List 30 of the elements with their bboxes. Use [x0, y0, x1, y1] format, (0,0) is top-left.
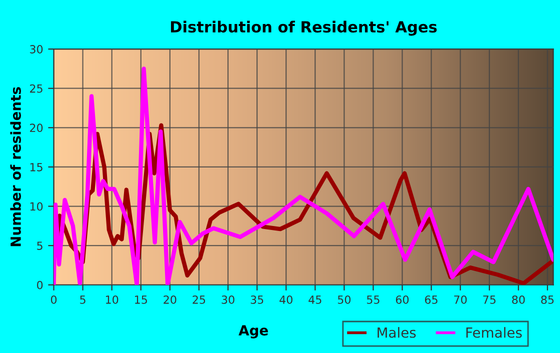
x-tick-label: 20 [164, 295, 176, 304]
x-tick-label: 50 [338, 295, 351, 304]
x-tick-label: 40 [280, 295, 292, 304]
x-tick-label: 30 [222, 295, 234, 304]
x-tick-label: 5 [80, 296, 86, 304]
x-tick-label: 25 [192, 295, 206, 304]
legend-label: Females [466, 327, 522, 338]
x-tick-label: 80 [512, 295, 525, 304]
y-tick-label: 15 [30, 163, 42, 172]
x-tick-label: 65 [425, 295, 438, 304]
x-tick-label: 35 [250, 295, 264, 304]
chart-title: Distribution of Residents' Ages [171, 20, 437, 36]
y-tick-label: 5 [37, 242, 42, 250]
x-tick-label: 70 [454, 295, 467, 304]
x-tick-label: 60 [396, 295, 409, 304]
y-tick-label: 20 [30, 124, 43, 132]
x-axis-title: Age [238, 325, 268, 338]
y-tick-label: 0 [37, 280, 43, 290]
y-tick-label: 10 [30, 202, 43, 211]
x-tick-label: 15 [135, 296, 147, 304]
x-tick-label: 45 [308, 296, 322, 304]
x-tick-label: 85 [541, 295, 554, 304]
x-tick-label: 55 [367, 296, 380, 304]
y-tick-label: 30 [30, 45, 43, 54]
y-tick-label: 25 [30, 84, 42, 93]
x-tick-label: 75 [483, 296, 496, 304]
legend-label: Males [378, 327, 416, 338]
y-axis-title: Number of residents [10, 87, 21, 246]
x-tick-label: 0 [50, 295, 57, 304]
x-tick-label: 10 [106, 295, 118, 304]
